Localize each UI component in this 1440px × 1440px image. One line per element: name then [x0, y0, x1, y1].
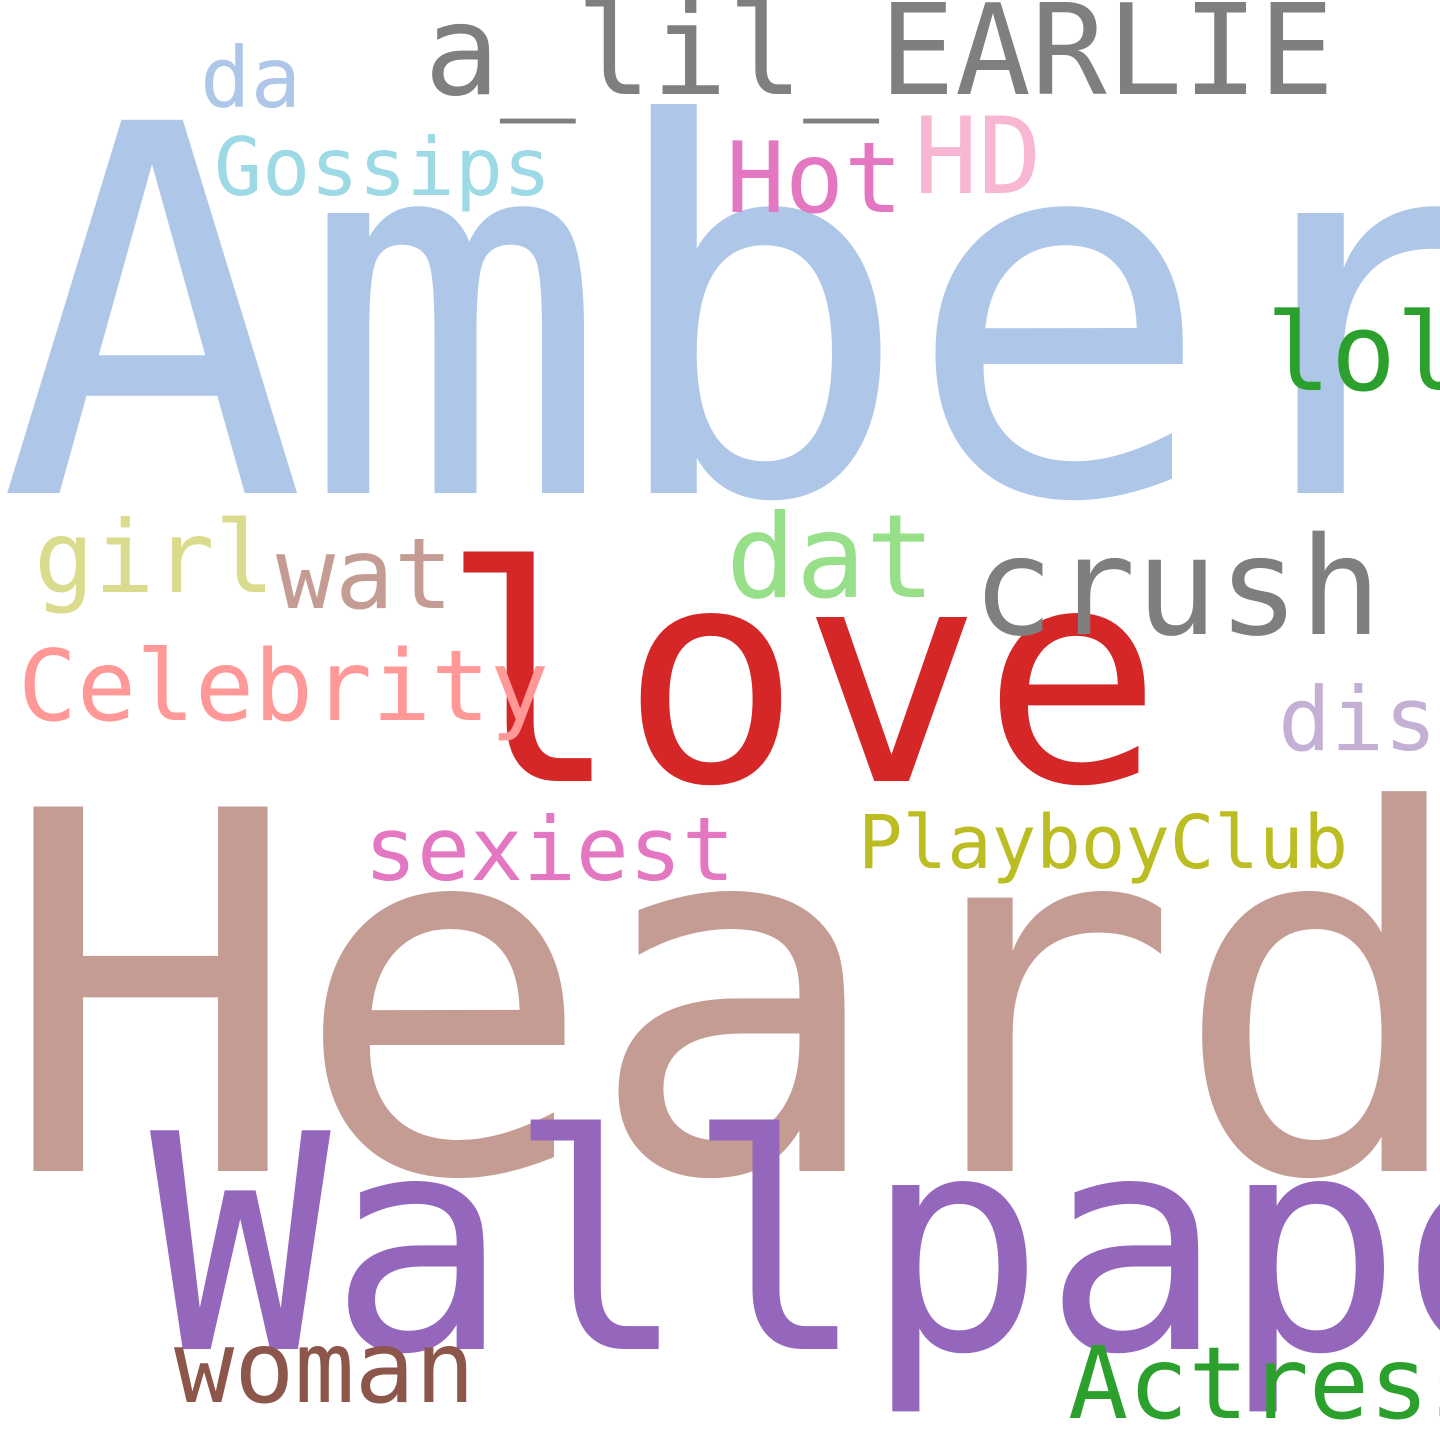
word-dat: dat [726, 490, 936, 625]
word-dis: dis [1278, 668, 1437, 771]
word-wallpaper: Wallpaper [150, 1071, 1440, 1420]
word-hot: Hot [726, 122, 904, 236]
word-playboyclub: PlayboyClub [858, 800, 1349, 886]
word-hd: HD [914, 95, 1042, 218]
word-amber: Amber [0, 18, 1440, 614]
word-heard: Heard [0, 707, 1440, 1289]
word-love: love [440, 503, 1163, 852]
word-a-lil-earlie: a_lil_EARLIE [424, 0, 1335, 124]
word-crush: crush [972, 509, 1382, 667]
word-celebrity: Celebrity [18, 630, 550, 744]
word-actress: Actress [1068, 1325, 1440, 1440]
word-girl: girl [34, 499, 275, 616]
word-wat: wat [276, 518, 454, 632]
word-lol: lol [1266, 291, 1440, 416]
word-woman: woman [174, 1309, 476, 1426]
word-sexiest: sexiest [364, 798, 735, 901]
word-da: da [200, 29, 302, 127]
word-gossips: Gossips [214, 121, 552, 214]
